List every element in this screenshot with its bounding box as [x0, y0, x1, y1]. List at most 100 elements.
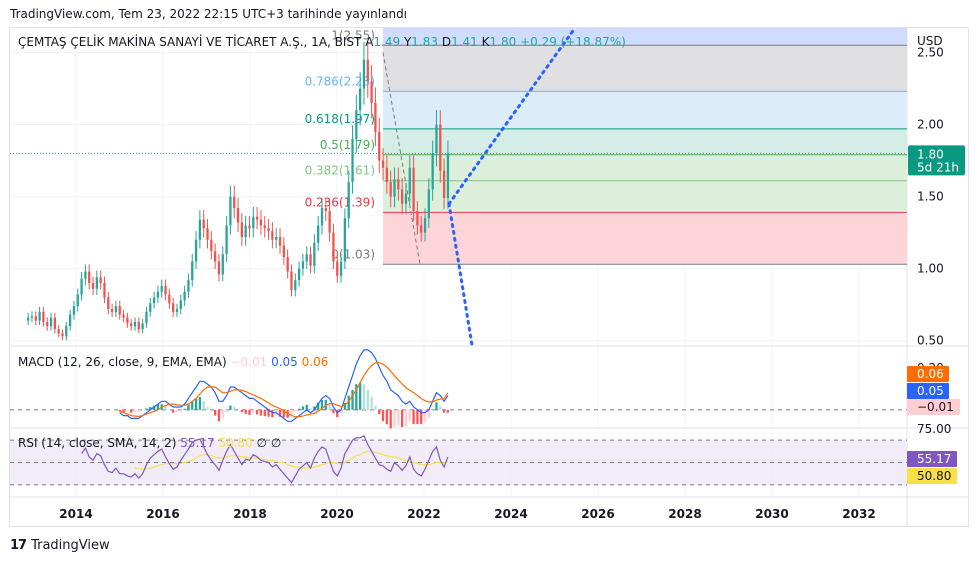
ohlc-value: 1.83: [411, 35, 442, 49]
tradingview-mark-icon: 17: [10, 538, 27, 553]
macd-histogram-bar: [297, 408, 301, 410]
macd-signal-line: [119, 362, 449, 418]
macd-pane: MACD (12, 26, close, 9, EMA, EMA) −0.01 …: [10, 349, 960, 429]
candle-body: [397, 179, 400, 190]
macd-histogram-bar: [255, 409, 259, 415]
published-header: TradingView.com, Tem 23, 2022 22:15 UTC+…: [10, 7, 408, 21]
macd-badge: [907, 366, 949, 382]
candle-body: [320, 208, 324, 226]
candle-body: [381, 160, 385, 168]
macd-histogram-bar: [240, 409, 243, 413]
fib-level-label: 0.382(1.61): [305, 164, 375, 178]
candle-body: [420, 225, 423, 233]
candle-body: [130, 323, 133, 327]
candle-body: [389, 182, 392, 197]
candle-body: [347, 182, 350, 219]
y-tick-label: 1.00: [917, 262, 944, 276]
macd-histogram-bar: [324, 399, 327, 410]
macd-histogram-bar: [202, 401, 205, 410]
tradingview-logo[interactable]: 17 TradingView: [10, 538, 110, 553]
macd-histogram-bar: [339, 409, 343, 414]
candle-body: [84, 271, 87, 279]
candle-body: [286, 257, 289, 272]
rsi-line: [81, 434, 449, 484]
candle-body: [42, 311, 45, 322]
candle-body: [229, 196, 232, 226]
candle-body: [68, 314, 72, 327]
candle-body: [206, 228, 209, 240]
dotted-up-projection: [447, 26, 577, 206]
candle-body: [65, 326, 68, 337]
candle-body: [46, 321, 49, 327]
x-tick-label: 2018: [233, 507, 266, 521]
candle-body: [374, 102, 377, 132]
candle-body: [38, 311, 41, 321]
macd-histogram-bar: [381, 409, 385, 422]
macd-histogram-bar: [385, 409, 389, 425]
macd-histogram-bar: [435, 402, 438, 410]
macd-histogram-bar: [309, 408, 312, 410]
macd-histogram-bar: [229, 405, 232, 410]
candle-body: [412, 167, 415, 211]
candle-body: [210, 239, 213, 252]
macd-histogram-bar: [244, 409, 247, 414]
macd-histogram-bar: [156, 404, 160, 410]
candle-body: [305, 254, 308, 262]
symbol-title: ÇEMTAŞ ÇELİK MAKİNA SANAYİ VE TİCARET A.…: [18, 34, 365, 49]
candle-body: [76, 294, 79, 307]
rsi-legend: RSI (14, close, SMA, 14, 2) 55.17 50.80 …: [18, 436, 281, 450]
candle-body: [126, 317, 129, 324]
candle-body: [95, 277, 98, 289]
fib-zone-fill: [383, 212, 907, 265]
fib-level-label: 0(1.03): [331, 247, 375, 261]
rsi-value: 55.17: [180, 436, 218, 450]
candle-body: [107, 297, 110, 309]
candle-body: [255, 216, 259, 220]
rsi-ma-line: [135, 450, 449, 470]
macd-histogram-bar: [118, 409, 121, 412]
candle-body: [30, 316, 34, 318]
candle-body: [294, 280, 297, 291]
candle-body: [416, 210, 419, 226]
y-tick-label: 2.00: [917, 118, 944, 132]
candle-body: [175, 308, 179, 312]
macd-histogram-bar: [198, 397, 202, 410]
footer-brand: TradingView: [31, 538, 110, 553]
macd-histogram-bar: [252, 409, 255, 414]
candle-body: [53, 317, 57, 330]
candle-body: [404, 193, 408, 204]
macd-histogram-bar: [393, 409, 396, 427]
candle-body: [336, 261, 339, 276]
macd-value: 0.05: [271, 355, 302, 369]
candle-body: [88, 271, 91, 284]
macd-histogram-bar: [423, 409, 427, 422]
macd-histogram-bar: [133, 409, 137, 413]
rsi-badge-value: 55.17: [917, 452, 951, 466]
x-tick-label: 2020: [320, 507, 353, 521]
candle-body: [99, 277, 102, 284]
x-tick-label: 2030: [755, 507, 788, 521]
macd-histogram-bar: [427, 409, 430, 418]
macd-histogram-bar: [183, 408, 186, 410]
candle-body: [172, 303, 175, 312]
candle-body: [400, 189, 404, 204]
macd-histogram-bar: [404, 409, 408, 427]
candle-body: [378, 131, 381, 161]
chart-frame[interactable]: [9, 27, 969, 527]
x-tick-label: 2032: [842, 507, 875, 521]
candle-body: [297, 268, 301, 281]
candle-body: [446, 153, 450, 199]
candle-body: [72, 306, 76, 315]
candle-body: [152, 297, 156, 304]
rsi-title: RSI (14, close, SMA, 14, 2): [18, 436, 180, 450]
macd-histogram-bar: [271, 409, 274, 418]
candle-body: [191, 261, 194, 281]
macd-badge: [907, 399, 960, 415]
candle-body: [183, 291, 186, 301]
candle-body: [164, 285, 167, 295]
dotted-projection-lines: [447, 26, 577, 347]
macd-histogram-bar: [282, 409, 285, 418]
fib-level-label: 0.236(1.39): [305, 195, 375, 209]
price-change: +0.29 (+18.87%): [520, 35, 626, 49]
